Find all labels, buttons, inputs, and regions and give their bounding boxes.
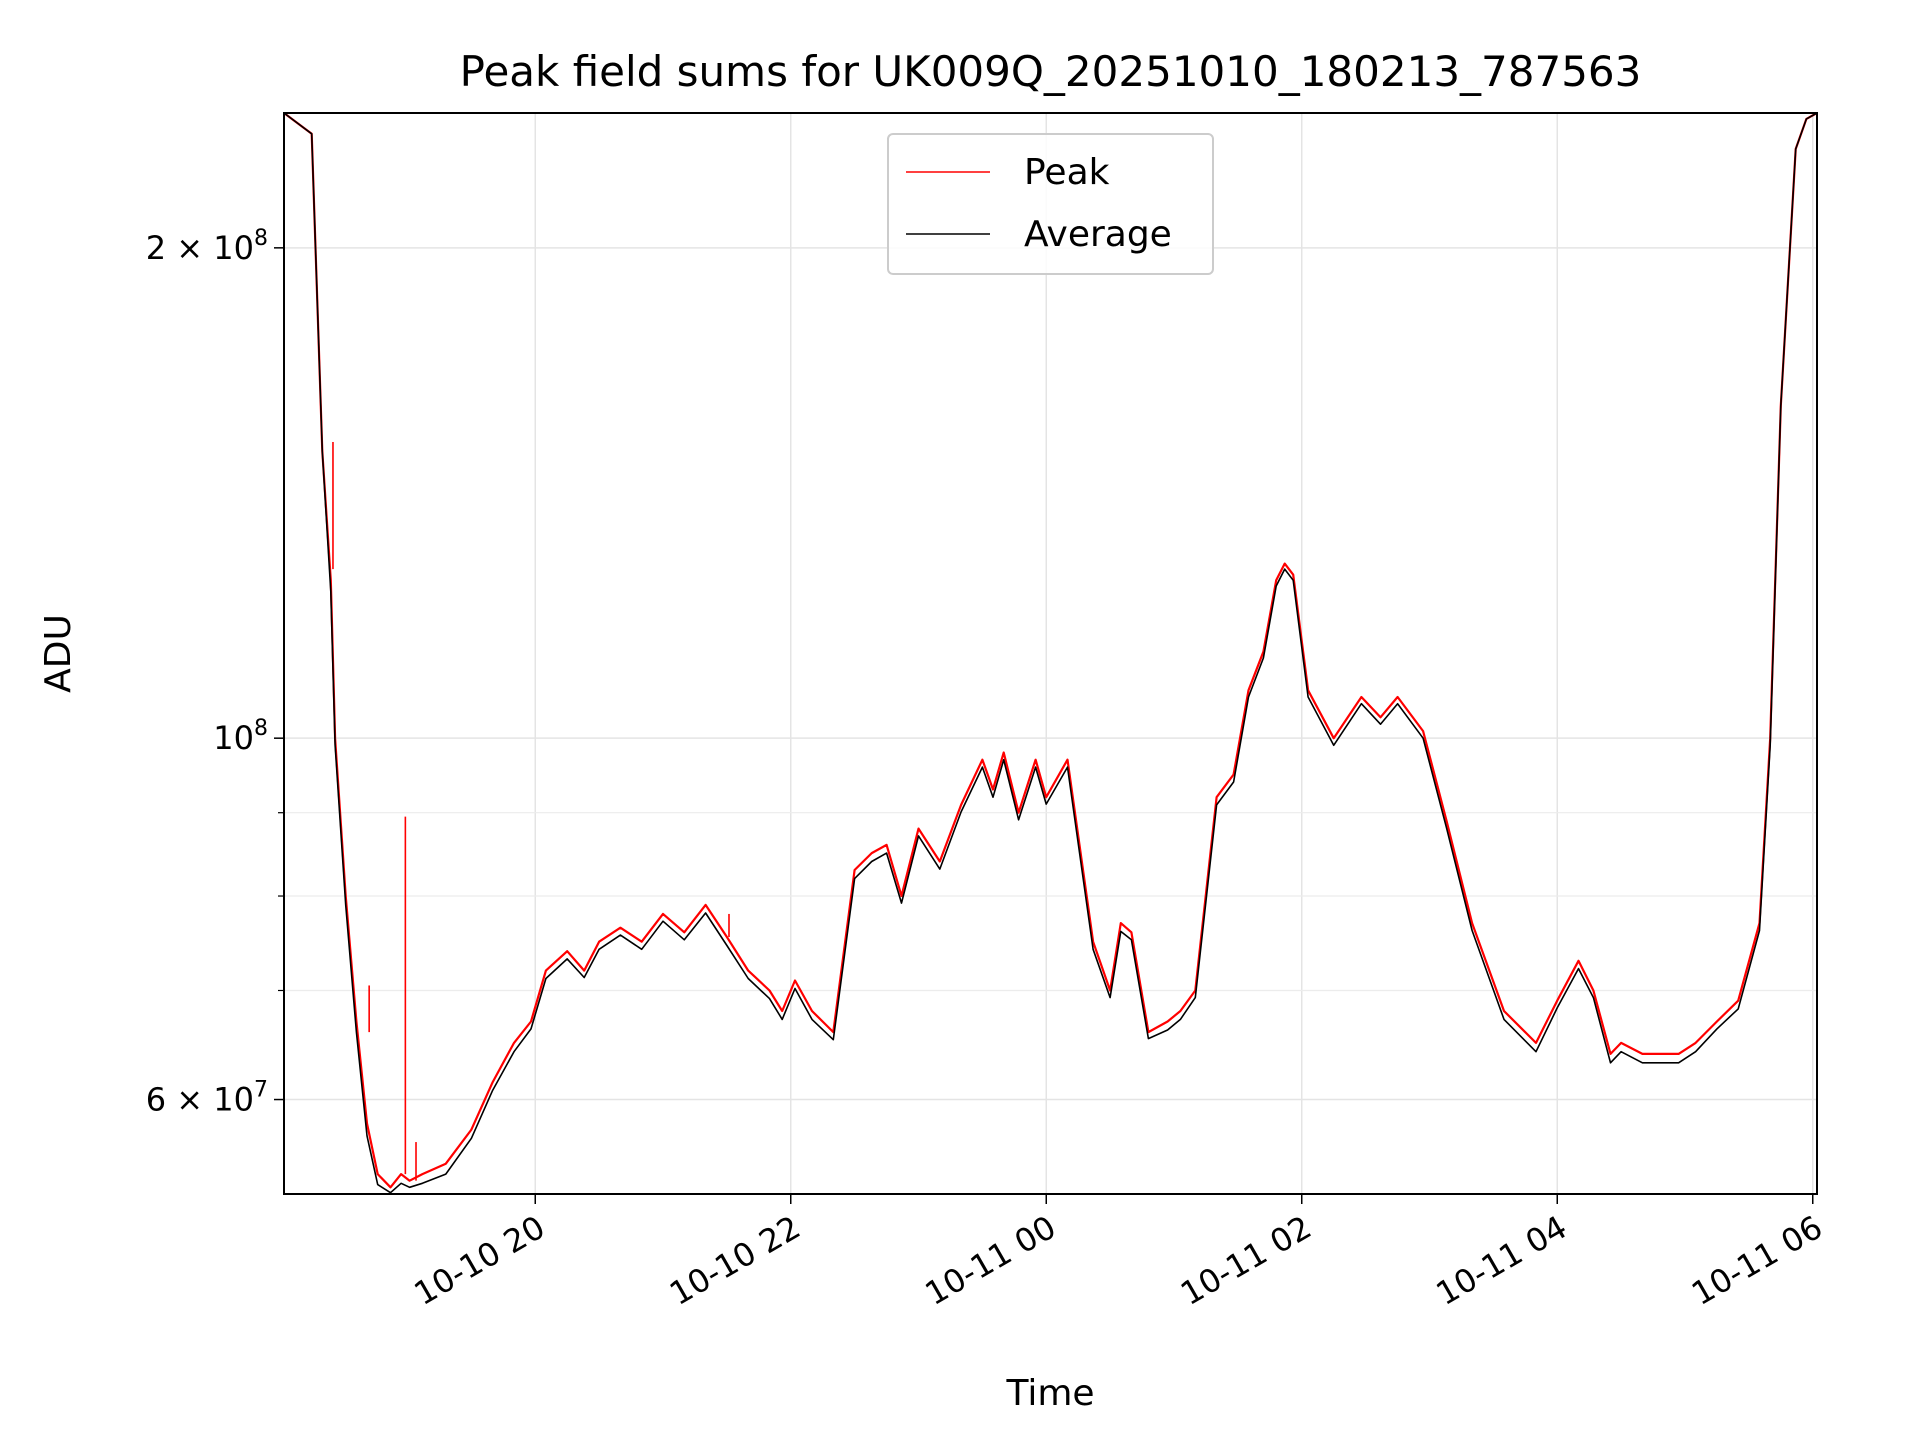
- ticks: [274, 247, 1814, 1204]
- series-lines: [283, 112, 1818, 1194]
- y-tick-label: 2 × 108: [146, 226, 268, 267]
- plot-frame: [283, 112, 1818, 1195]
- series-line-peak: [283, 112, 1818, 1189]
- x-axis-label: Time: [1005, 1373, 1094, 1414]
- y-tick-label: 6 × 107: [146, 1078, 268, 1119]
- legend-label-average: Average: [1024, 214, 1172, 255]
- legend: Peak Average: [887, 133, 1214, 275]
- legend-label-peak: Peak: [1024, 152, 1110, 193]
- spikes: [332, 441, 730, 1181]
- chart-title: Peak field sums for UK009Q_20251010_1802…: [460, 47, 1642, 96]
- legend-box: [887, 133, 1214, 275]
- y-tick-label: 108: [213, 716, 268, 757]
- series-line-average: [283, 112, 1818, 1194]
- y-axis-label: ADU: [38, 614, 79, 693]
